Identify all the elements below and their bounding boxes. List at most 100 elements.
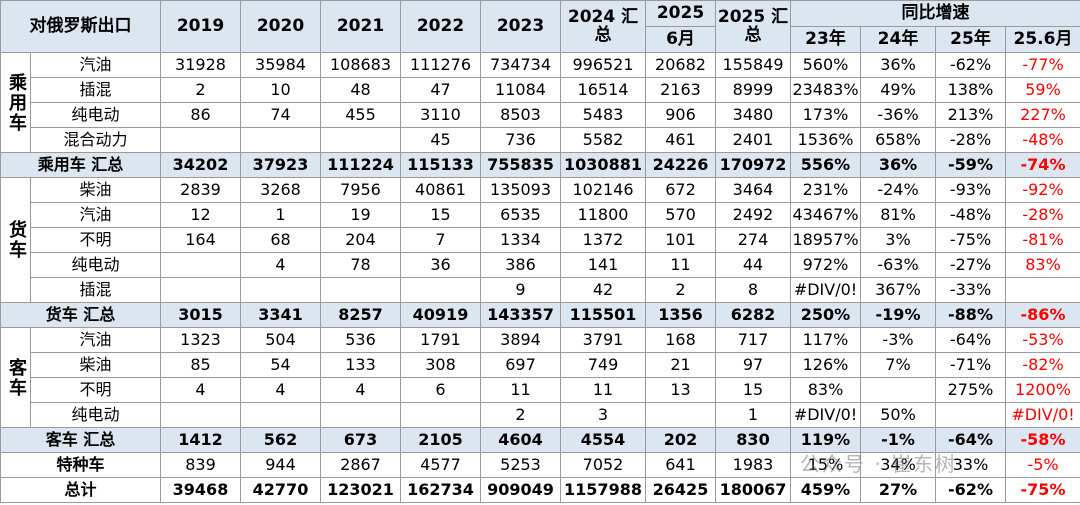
value-cell: -75% bbox=[935, 227, 1006, 253]
row-label: 插混 bbox=[30, 277, 161, 303]
total-label: 货车 汇总 bbox=[0, 302, 161, 328]
value-cell: 8257 bbox=[320, 302, 401, 328]
value-cell: -77% bbox=[1005, 52, 1080, 78]
value-cell: 1372 bbox=[560, 227, 646, 253]
value-cell: 562 bbox=[240, 427, 321, 453]
table-row: 货车 柴油 2839 3268 7956 40861 135093 102146 672 3464… bbox=[0, 177, 1080, 303]
value-cell: 4 bbox=[240, 377, 321, 403]
value-cell: 1 bbox=[240, 202, 321, 228]
value-cell: 386 bbox=[480, 252, 561, 278]
value-cell: -53% bbox=[1005, 327, 1080, 353]
value-cell: 1200% bbox=[1005, 377, 1080, 403]
value-cell: 556% bbox=[790, 152, 861, 178]
value-cell: 45 bbox=[400, 127, 481, 153]
growth-period-header: 23年 bbox=[790, 26, 861, 53]
value-cell: 85 bbox=[160, 352, 241, 378]
value-cell: 2 bbox=[160, 77, 241, 103]
row-label: 汽油 bbox=[30, 52, 161, 78]
value-cell: 133 bbox=[320, 352, 401, 378]
value-cell: 1536% bbox=[790, 127, 861, 153]
value-cell: 3110 bbox=[400, 102, 481, 128]
value-cell bbox=[935, 402, 1006, 428]
value-cell: -88% bbox=[935, 302, 1006, 328]
value-cell: -48% bbox=[935, 202, 1006, 228]
value-cell: 117% bbox=[790, 327, 861, 353]
value-cell: 5253 bbox=[480, 452, 561, 478]
header-row: 对俄罗斯出口 2019 2020 2021 2022 2023 2024 汇总 2025 202… bbox=[0, 0, 1080, 53]
table-row: 乘用车 汇总 34202 37923 111224 115133 755835 103088… bbox=[0, 152, 1080, 178]
value-cell: 1356 bbox=[645, 302, 716, 328]
table-row: 不明 4 4 4 6 11 11 13 15 83% 275% 1200% bbox=[1, 377, 1080, 403]
value-cell: 173% bbox=[790, 102, 861, 128]
value-cell: 155849 bbox=[715, 52, 791, 78]
value-cell: 1791 bbox=[400, 327, 481, 353]
year-header: 2025 汇总 bbox=[715, 0, 791, 53]
value-cell: 48 bbox=[320, 77, 401, 103]
growth-header: 同比增速 bbox=[790, 0, 1080, 27]
value-cell: 972% bbox=[790, 252, 861, 278]
value-cell: 275% bbox=[935, 377, 1006, 403]
total-label: 乘用车 汇总 bbox=[0, 152, 161, 178]
value-cell: 367% bbox=[860, 277, 936, 303]
value-cell: 8999 bbox=[715, 77, 791, 103]
value-cell: -24% bbox=[860, 177, 936, 203]
value-cell: -19% bbox=[860, 302, 936, 328]
value-cell: 2105 bbox=[400, 427, 481, 453]
value-cell: 536 bbox=[320, 327, 401, 353]
value-cell: 40861 bbox=[400, 177, 481, 203]
value-cell: 39468 bbox=[160, 477, 241, 503]
growth-period-header: 25.6月 bbox=[1005, 26, 1080, 53]
row-label: 纯电动 bbox=[30, 102, 161, 128]
table-row: 汽油 12 1 19 15 6535 11800 570 2492 43467% 81% -48% -2… bbox=[1, 202, 1080, 228]
value-cell bbox=[400, 402, 481, 428]
row-label: 纯电动 bbox=[30, 402, 161, 428]
value-cell: 227% bbox=[1005, 102, 1080, 128]
month-header: 2025 bbox=[645, 0, 716, 27]
value-cell: 5582 bbox=[560, 127, 646, 153]
value-cell: 2 bbox=[480, 402, 561, 428]
value-cell: 839 bbox=[160, 452, 241, 478]
value-cell: 119% bbox=[790, 427, 861, 453]
value-cell: 68 bbox=[240, 227, 321, 253]
value-cell: 3791 bbox=[560, 327, 646, 353]
value-cell: 3341 bbox=[240, 302, 321, 328]
value-cell: 570 bbox=[645, 202, 716, 228]
value-cell: 180067 bbox=[715, 477, 791, 503]
value-cell: 34202 bbox=[160, 152, 241, 178]
table-row: 纯电动 86 74 455 3110 8503 5483 906 3480 173% -36% 213… bbox=[1, 102, 1080, 128]
value-cell bbox=[160, 277, 241, 303]
value-cell: 36 bbox=[400, 252, 481, 278]
value-cell: 111224 bbox=[320, 152, 401, 178]
value-cell: 4577 bbox=[400, 452, 481, 478]
total-label: 客车 汇总 bbox=[0, 427, 161, 453]
value-cell: 755835 bbox=[480, 152, 561, 178]
value-cell: 83% bbox=[790, 377, 861, 403]
table-row: 纯电动 2 3 1 #DIV/0! 50% #DIV/0! bbox=[1, 402, 1080, 428]
value-cell bbox=[860, 377, 936, 403]
value-cell: 5483 bbox=[560, 102, 646, 128]
value-cell: 996521 bbox=[560, 52, 646, 78]
value-cell: 49% bbox=[860, 77, 936, 103]
value-cell: 2867 bbox=[320, 452, 401, 478]
table-row: 客车 汇总 1412 562 673 2105 4604 4554 202 830 119% -1%… bbox=[0, 427, 1080, 453]
value-cell: 44 bbox=[715, 252, 791, 278]
value-cell: -59% bbox=[935, 152, 1006, 178]
value-cell: 504 bbox=[240, 327, 321, 353]
table-body: 乘用车 汽油 31928 35984 108683 111276 734734 996521 2… bbox=[0, 52, 1080, 503]
value-cell bbox=[240, 402, 321, 428]
month-header: 6月 bbox=[645, 26, 716, 53]
group-label: 货车 bbox=[0, 177, 31, 303]
value-cell: 204 bbox=[320, 227, 401, 253]
value-cell: 16514 bbox=[560, 77, 646, 103]
table-row: 混合动力 45 736 5582 461 2401 1536% 658% -28% -48% bbox=[1, 127, 1080, 153]
value-cell: 26425 bbox=[645, 477, 716, 503]
value-cell: 3464 bbox=[715, 177, 791, 203]
value-cell: 308 bbox=[400, 352, 481, 378]
value-cell: 2 bbox=[645, 277, 716, 303]
value-cell: 81% bbox=[860, 202, 936, 228]
value-cell: 2163 bbox=[645, 77, 716, 103]
value-cell: 8503 bbox=[480, 102, 561, 128]
row-label: 特种车 bbox=[0, 452, 161, 478]
growth-period-header: 24年 bbox=[860, 26, 936, 53]
